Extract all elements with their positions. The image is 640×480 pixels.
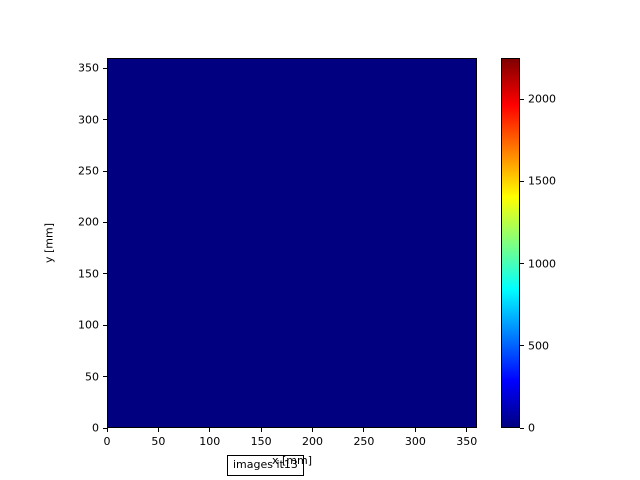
heatmap-plot: images it13 (107, 58, 477, 476)
y-tick-label: 0 (92, 421, 99, 435)
colorbar-tick-mark (520, 180, 524, 182)
y-tick-mark (103, 324, 107, 326)
colorbar-tick-label: 1500 (528, 174, 556, 188)
y-tick-label: 200 (78, 215, 99, 229)
x-tick-label: 200 (302, 435, 324, 448)
colorbar-tick-mark (520, 345, 524, 347)
y-tick-mark (103, 221, 107, 223)
colorbar-tick-label: 500 (528, 339, 549, 353)
x-tick-label: 300 (404, 435, 426, 448)
x-tick-mark (209, 428, 211, 432)
y-tick-mark (103, 170, 107, 172)
colorbar (501, 58, 520, 428)
colorbar-tick-label: 0 (528, 421, 535, 435)
x-tick-mark (414, 428, 416, 432)
y-tick-mark (103, 67, 107, 69)
x-tick-label: 50 (151, 435, 166, 448)
colorbar-tick-label: 2000 (528, 92, 556, 106)
x-tick-label: 350 (456, 435, 478, 448)
y-axis-label: y [mm] (42, 222, 56, 264)
y-tick-mark (103, 427, 107, 429)
colorbar-tick-mark (520, 263, 524, 265)
y-tick-label: 150 (78, 267, 99, 281)
y-tick-label: 300 (78, 113, 99, 127)
x-tick-mark (157, 428, 159, 432)
x-tick-mark (106, 428, 108, 432)
x-tick-mark (312, 428, 314, 432)
y-tick-mark (103, 376, 107, 378)
y-tick-mark (103, 119, 107, 121)
y-tick-label: 250 (78, 164, 99, 178)
x-tick-mark (363, 428, 365, 432)
colorbar-tick-mark (520, 427, 524, 429)
x-tick-label: 0 (103, 435, 111, 448)
y-tick-mark (103, 273, 107, 275)
y-tick-label: 50 (85, 370, 99, 384)
annotation-label: images it13 (233, 458, 298, 471)
x-tick-mark (466, 428, 468, 432)
colorbar-tick-mark (520, 98, 524, 100)
colorbar-tick-label: 1000 (528, 257, 556, 271)
x-tick-label: 100 (199, 435, 221, 448)
x-tick-label: 250 (353, 435, 375, 448)
x-tick-mark (260, 428, 262, 432)
y-tick-label: 350 (78, 61, 99, 75)
x-axis-label: x [mm] (271, 454, 313, 467)
annotation-box: images it13 (227, 455, 304, 476)
x-tick-label: 150 (250, 435, 272, 448)
y-tick-label: 100 (78, 318, 99, 332)
